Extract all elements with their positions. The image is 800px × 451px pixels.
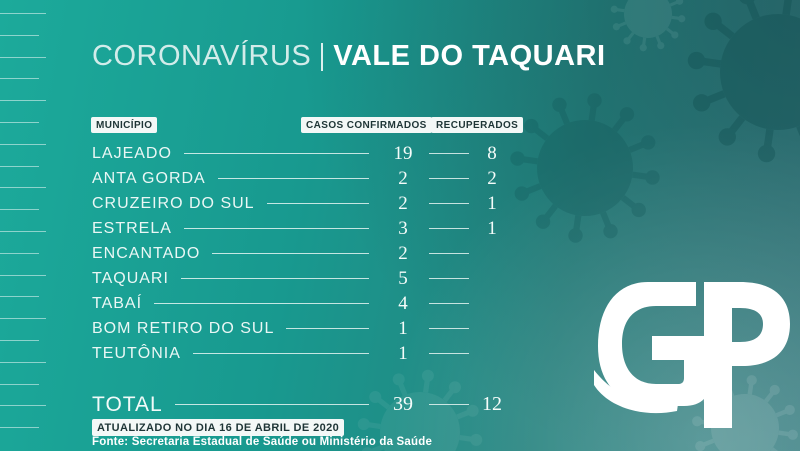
municipality-label: ENCANTADO xyxy=(92,244,201,262)
leader-line xyxy=(154,303,369,304)
table-row: TAQUARI 5 xyxy=(92,266,515,291)
ruler-tick xyxy=(0,405,46,407)
municipality-label: BOM RETIRO DO SUL xyxy=(92,319,275,337)
ruler-tick xyxy=(0,361,46,363)
table-row: CRUZEIRO DO SUL 2 1 xyxy=(92,191,515,216)
ruler-tick xyxy=(0,340,39,341)
ruler-tick xyxy=(0,13,46,14)
recovered-value: 1 xyxy=(487,217,497,239)
column-dash xyxy=(429,228,469,229)
leader-line xyxy=(192,353,369,354)
table-row: TABAÍ 4 xyxy=(92,291,515,316)
recovered-value: 2 xyxy=(487,167,497,189)
leader-line xyxy=(217,178,369,179)
table-row: ESTRELA 3 1 xyxy=(92,216,515,241)
ruler-tick xyxy=(0,122,39,123)
leader-line xyxy=(212,253,369,254)
recovered-value: 8 xyxy=(487,142,497,164)
ruler-tick xyxy=(0,383,39,385)
ruler-tick xyxy=(0,34,39,36)
confirmed-value: 1 xyxy=(398,342,408,364)
column-dash xyxy=(429,153,469,154)
ruler-tick xyxy=(0,78,39,80)
leader-line xyxy=(180,278,369,279)
column-header-confirmados: CASOS CONFIRMADOS xyxy=(301,117,432,133)
leader-line xyxy=(174,404,369,405)
table-row: BOM RETIRO DO SUL 1 xyxy=(92,316,515,341)
total-recovered-value: 12 xyxy=(482,393,502,415)
ruler-tick xyxy=(0,165,39,167)
leader-line xyxy=(183,153,369,154)
confirmed-value: 4 xyxy=(398,292,408,314)
ruler-tick xyxy=(0,274,46,276)
municipality-label: CRUZEIRO DO SUL xyxy=(92,194,255,212)
ruler-tick xyxy=(0,209,39,211)
column-dash xyxy=(429,203,469,204)
table-row: ENCANTADO 2 xyxy=(92,241,515,266)
table-row: LAJEADO 19 8 xyxy=(92,141,515,166)
ruler-tick xyxy=(0,318,46,320)
ruler-tick xyxy=(0,427,39,429)
table-row: ANTA GORDA 2 2 xyxy=(92,166,515,191)
municipality-label: TEUTÔNIA xyxy=(92,344,181,362)
column-header-recuperados: RECUPERADOS xyxy=(431,117,524,133)
leader-line xyxy=(286,328,369,329)
updated-banner: ATUALIZADO NO DIA 16 DE ABRIL DE 2020 xyxy=(92,418,345,436)
confirmed-value: 2 xyxy=(398,192,408,214)
column-dash xyxy=(429,303,469,304)
confirmed-value: 19 xyxy=(393,142,413,164)
leader-line xyxy=(183,228,369,229)
gp-logo xyxy=(594,282,790,428)
ruler-tick xyxy=(0,252,39,254)
column-dash xyxy=(429,353,469,354)
ruler-tick xyxy=(0,231,46,232)
confirmed-value: 2 xyxy=(398,167,408,189)
confirmed-value: 5 xyxy=(398,267,408,289)
municipality-label: TABAÍ xyxy=(92,294,143,312)
municipality-label: ESTRELA xyxy=(92,219,172,237)
total-confirmed-value: 39 xyxy=(393,393,413,415)
column-dash xyxy=(429,404,469,405)
column-header-municipio: MUNICÍPIO xyxy=(91,117,158,133)
column-dash xyxy=(429,178,469,179)
ruler-tick xyxy=(0,100,46,102)
title-divider xyxy=(321,42,324,71)
column-dash xyxy=(429,328,469,329)
source-credit: Fonte: Secretaria Estadual de Saúde ou M… xyxy=(92,436,433,448)
recovered-value: 1 xyxy=(487,192,497,214)
confirmed-value: 2 xyxy=(398,242,408,264)
table-row: TEUTÔNIA 1 xyxy=(92,341,515,366)
confirmed-value: 3 xyxy=(398,217,408,239)
page-title: CORONAVÍRUS VALE DO TAQUARI xyxy=(92,40,606,73)
updated-date-badge: ATUALIZADO NO DIA 16 DE ABRIL DE 2020 xyxy=(92,419,345,436)
table-header: MUNICÍPIO CASOS CONFIRMADOS RECUPERADOS xyxy=(0,117,800,133)
municipality-label: ANTA GORDA xyxy=(92,169,206,187)
leader-line xyxy=(266,203,369,204)
table-rows: LAJEADO 19 8 ANTA GORDA 2 2 CRUZEIRO DO … xyxy=(92,141,515,366)
total-label: TOTAL xyxy=(92,392,163,416)
title-coronavirus: CORONAVÍRUS xyxy=(92,40,312,72)
total-row: TOTAL 39 12 xyxy=(92,391,515,418)
ruler-tick xyxy=(0,143,46,145)
title-region: VALE DO TAQUARI xyxy=(333,40,606,72)
ruler-tick xyxy=(0,296,39,298)
ruler-tick xyxy=(0,56,46,58)
column-dash xyxy=(429,253,469,254)
municipality-label: TAQUARI xyxy=(92,269,169,287)
column-dash xyxy=(429,278,469,279)
confirmed-value: 1 xyxy=(398,317,408,339)
municipality-label: LAJEADO xyxy=(92,144,172,162)
ruler-tick xyxy=(0,187,46,189)
